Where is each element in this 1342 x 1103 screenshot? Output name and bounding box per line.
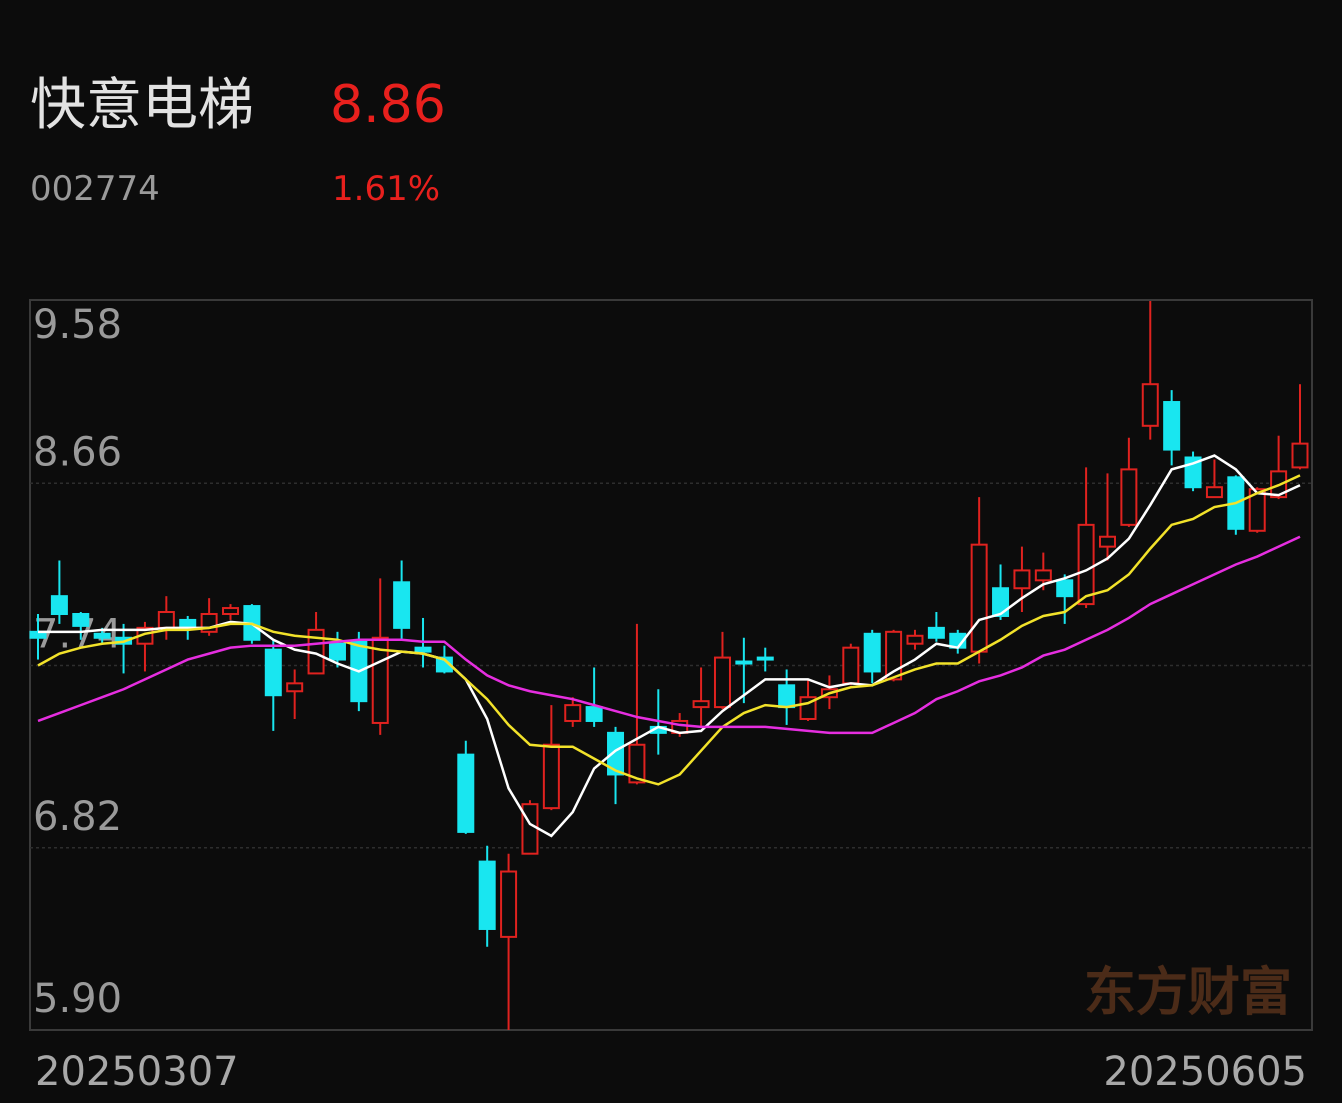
stock-price: 8.86	[330, 75, 446, 135]
candle-body	[1120, 468, 1138, 526]
candle-body	[93, 632, 111, 639]
candle-body	[50, 595, 68, 615]
candle-body	[1098, 535, 1116, 548]
candle-body	[992, 587, 1010, 617]
moving-average-line	[37, 535, 1301, 735]
candle-body	[927, 626, 945, 639]
candle-body	[264, 648, 282, 697]
candle-body	[1141, 383, 1159, 427]
stock-code: 002774	[30, 169, 160, 209]
candle-body	[628, 743, 646, 784]
y-tick-label: 9.58	[33, 302, 122, 348]
candle-body	[1056, 579, 1074, 598]
x-tick-label: 20250605	[1103, 1049, 1307, 1095]
candle-body	[435, 656, 453, 673]
candle-body	[542, 743, 560, 810]
candle-body	[1077, 523, 1095, 606]
candle-body	[863, 632, 881, 673]
candle-body	[585, 706, 603, 722]
candle-body	[1163, 401, 1181, 451]
candle-body	[970, 543, 988, 653]
candle-body	[500, 870, 518, 938]
candle-body	[1205, 486, 1223, 499]
candle-body	[521, 803, 539, 855]
candle-body	[393, 581, 411, 629]
candle-body	[713, 656, 731, 709]
candle-body	[328, 642, 346, 661]
candle-body	[607, 731, 625, 776]
candle-body	[906, 634, 924, 645]
candle-body	[885, 630, 903, 681]
stock-name: 快意电梯	[30, 73, 254, 138]
candle-body	[414, 646, 432, 653]
candle-body	[72, 612, 90, 627]
candle-body	[692, 700, 710, 709]
candle-body	[735, 660, 753, 665]
candle-body	[1291, 442, 1309, 469]
candle-body	[478, 860, 496, 930]
candle-body	[842, 646, 860, 685]
y-tick-label: 6.82	[33, 794, 122, 840]
candle-body	[1248, 488, 1266, 532]
candle-body	[286, 682, 304, 693]
y-tick-label: 5.90	[33, 976, 122, 1022]
watermark: 东方财富	[1084, 963, 1292, 1023]
y-tick-label: 8.66	[33, 429, 122, 475]
stock-change: 1.61%	[332, 169, 440, 209]
moving-average-line	[37, 474, 1301, 786]
candle-body	[1013, 569, 1031, 590]
candle-body	[564, 704, 582, 722]
candle-body	[756, 656, 774, 661]
candle-body	[222, 607, 240, 615]
x-tick-label: 20250307	[35, 1049, 239, 1095]
candle-body	[457, 753, 475, 833]
candle-body	[1034, 569, 1052, 582]
candle-body	[157, 611, 175, 629]
candle-body	[778, 684, 796, 709]
